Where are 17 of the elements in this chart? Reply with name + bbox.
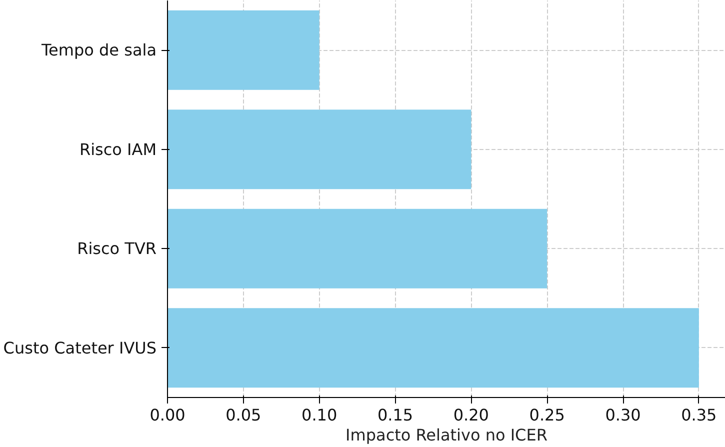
x-tick-label: 0.00 bbox=[150, 406, 186, 424]
x-tick-label: 0.30 bbox=[605, 406, 641, 424]
y-tick-label: Risco IAM bbox=[79, 140, 157, 159]
y-tick-label: Risco TVR bbox=[77, 239, 156, 258]
bar bbox=[168, 308, 699, 388]
x-tick-label: 0.35 bbox=[681, 406, 717, 424]
bar bbox=[168, 208, 548, 288]
x-tick-label: 0.25 bbox=[529, 406, 565, 424]
x-tick-label: 0.05 bbox=[226, 406, 262, 424]
x-tick-label: 0.20 bbox=[453, 406, 489, 424]
x-axis-title: Impacto Relativo no ICER bbox=[346, 426, 548, 444]
bar bbox=[168, 10, 320, 90]
x-tick-label: 0.15 bbox=[377, 406, 414, 424]
y-tick-label: Custo Cateter IVUS bbox=[3, 338, 156, 358]
bar bbox=[168, 110, 472, 190]
x-tick-label: 0.10 bbox=[302, 406, 338, 424]
y-tick-label: Tempo de sala bbox=[40, 40, 157, 60]
